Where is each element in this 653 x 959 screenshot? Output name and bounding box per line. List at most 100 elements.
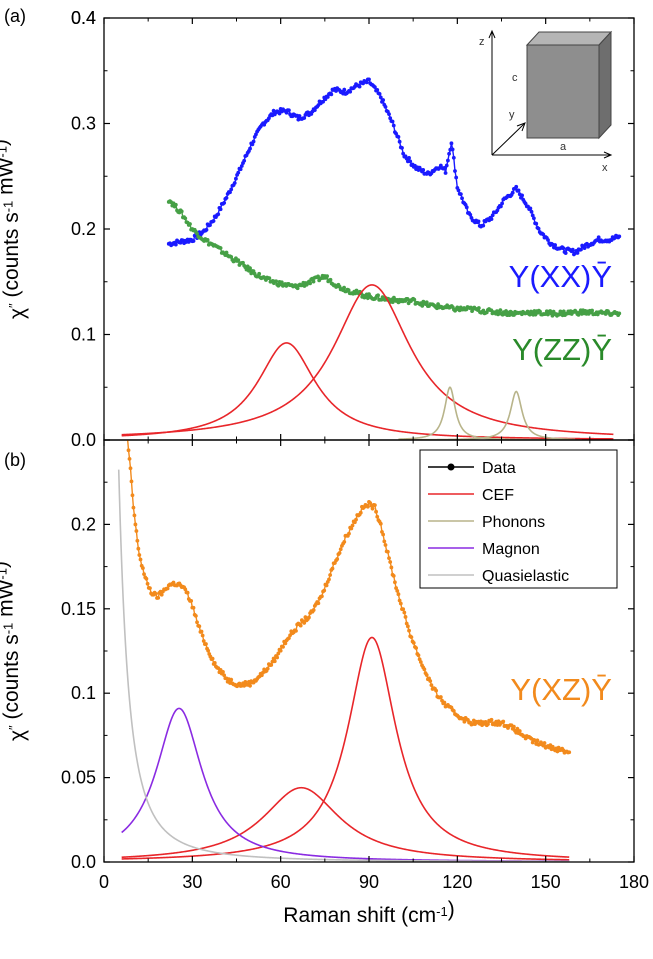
data-point <box>142 572 146 577</box>
data-point <box>402 610 407 615</box>
data-point <box>208 223 212 227</box>
data-point <box>529 209 534 214</box>
x-axis-label-part: -1 <box>436 904 448 919</box>
crystal-front-face <box>526 44 600 139</box>
data-point <box>276 651 281 656</box>
data-point <box>385 549 390 554</box>
data-point <box>546 238 550 242</box>
data-point <box>133 522 138 527</box>
data-point <box>449 141 454 146</box>
data-point <box>372 85 377 90</box>
data-point <box>390 119 395 124</box>
y-ticks: 0.0 0.05 0.1 0.15 0.2 <box>61 439 634 872</box>
panel-a: 0.00.10.20.30.40.4 (a) χ″ (counts s-1 mW-1… <box>0 6 635 450</box>
y-axis-label-part: mW <box>0 157 17 200</box>
data-point <box>450 147 455 152</box>
data-point <box>575 251 580 255</box>
legend: Data CEF Phonons Magnon Quasielastic <box>419 449 618 589</box>
data-point <box>248 266 252 271</box>
data-point <box>443 171 448 175</box>
data-point <box>173 242 178 247</box>
data-point <box>138 557 143 562</box>
data-point <box>489 717 494 722</box>
data-point <box>377 91 382 96</box>
y-tick-label: 0.0 <box>71 852 96 872</box>
data-point <box>212 661 217 665</box>
data-point <box>561 309 566 314</box>
data-point <box>287 108 291 113</box>
data-point <box>350 523 355 528</box>
series-data-markers <box>126 440 572 755</box>
data-point <box>424 673 429 677</box>
data-point <box>134 529 139 533</box>
y-tick-label: 0.0 <box>71 430 96 450</box>
data-point <box>358 510 363 515</box>
data-point <box>520 193 525 198</box>
y-axis-label-part: mW <box>0 579 17 622</box>
data-point <box>451 155 456 160</box>
data-point <box>557 312 562 317</box>
data-point <box>327 577 331 582</box>
data-point <box>590 308 594 313</box>
data-point <box>324 583 329 588</box>
data-point <box>210 656 215 661</box>
data-point <box>346 288 351 293</box>
y-tick-label: 0.15 <box>61 599 96 619</box>
data-point <box>216 212 221 217</box>
legend-entry: Quasielastic <box>428 568 569 585</box>
data-point <box>501 719 506 724</box>
data-point <box>500 201 504 206</box>
data-point <box>311 608 316 612</box>
series-cef-line <box>121 342 614 440</box>
series-phonons-line <box>398 386 576 440</box>
series-cef-line <box>121 636 570 860</box>
inset-label-z: z <box>479 36 485 48</box>
data-point <box>281 644 285 649</box>
data-point <box>140 566 145 570</box>
data-point <box>165 586 170 591</box>
data-point <box>514 184 519 189</box>
data-point <box>357 84 362 89</box>
y-axis-label-part: χ <box>6 308 29 319</box>
data-point <box>390 300 395 305</box>
data-point <box>218 207 223 212</box>
data-point <box>257 271 262 276</box>
data-point <box>453 169 457 173</box>
data-point <box>325 274 329 279</box>
data-point <box>330 566 335 571</box>
data-point <box>347 531 351 536</box>
data-point <box>395 588 400 593</box>
panel-label: (b) <box>4 450 26 470</box>
data-point <box>381 532 386 537</box>
data-point <box>302 621 307 625</box>
data-point <box>183 587 188 592</box>
data-point <box>516 188 521 193</box>
y-ticks: 0.00.10.20.30.40.4 <box>71 8 634 450</box>
data-point <box>275 655 280 660</box>
y-axis-label: χ″ (counts s-1 mW-1) <box>0 139 29 319</box>
data-point <box>388 560 393 564</box>
data-point <box>553 243 557 247</box>
data-point <box>464 205 469 210</box>
data-point <box>378 95 383 100</box>
data-point <box>199 629 204 634</box>
data-point <box>490 213 495 218</box>
data-point <box>189 598 194 603</box>
series-magnon-line <box>121 707 570 862</box>
panel-label: (a) <box>4 6 26 26</box>
data-point <box>337 551 342 555</box>
y-axis-label-part: (counts s <box>0 634 23 725</box>
data-point <box>418 660 423 664</box>
data-point <box>376 293 380 298</box>
x-tick-label: 60 <box>271 872 291 892</box>
data-point <box>156 596 161 600</box>
data-point <box>378 521 383 526</box>
data-point <box>329 92 334 97</box>
data-point <box>195 231 199 236</box>
data-point <box>456 188 461 193</box>
series-cef-line <box>121 786 570 861</box>
data-point <box>458 192 463 197</box>
y-axis-label-part: ) <box>0 561 11 568</box>
data-point <box>308 281 313 286</box>
data-point <box>381 98 386 102</box>
